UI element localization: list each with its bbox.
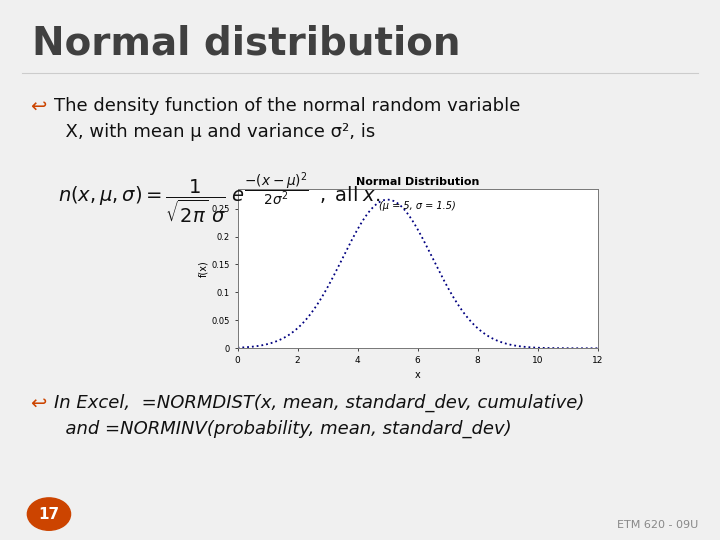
Text: $n(x,\mu,\sigma) = \dfrac{1}{\sqrt{2\pi}\;\sigma}\; e^{\dfrac{-(x-\mu)^2}{2\sigm: $n(x,\mu,\sigma) = \dfrac{1}{\sqrt{2\pi}…: [58, 170, 380, 226]
Text: 17: 17: [38, 507, 60, 522]
Text: In Excel,  =NORMDIST(x, mean, standard_dev, cumulative)
  and =NORMINV(probabili: In Excel, =NORMDIST(x, mean, standard_de…: [54, 394, 585, 438]
Text: The density function of the normal random variable
  X, with mean μ and variance: The density function of the normal rando…: [54, 97, 521, 141]
Text: Normal distribution: Normal distribution: [32, 24, 461, 62]
Text: ↩: ↩: [30, 394, 47, 413]
X-axis label: x: x: [415, 370, 420, 381]
Y-axis label: f(x): f(x): [199, 260, 209, 277]
Title: Normal Distribution: Normal Distribution: [356, 177, 480, 187]
Text: ↩: ↩: [30, 97, 47, 116]
Text: (μ = 5, σ = 1.5): (μ = 5, σ = 1.5): [379, 201, 456, 211]
Text: ETM 620 - 09U: ETM 620 - 09U: [617, 520, 698, 530]
